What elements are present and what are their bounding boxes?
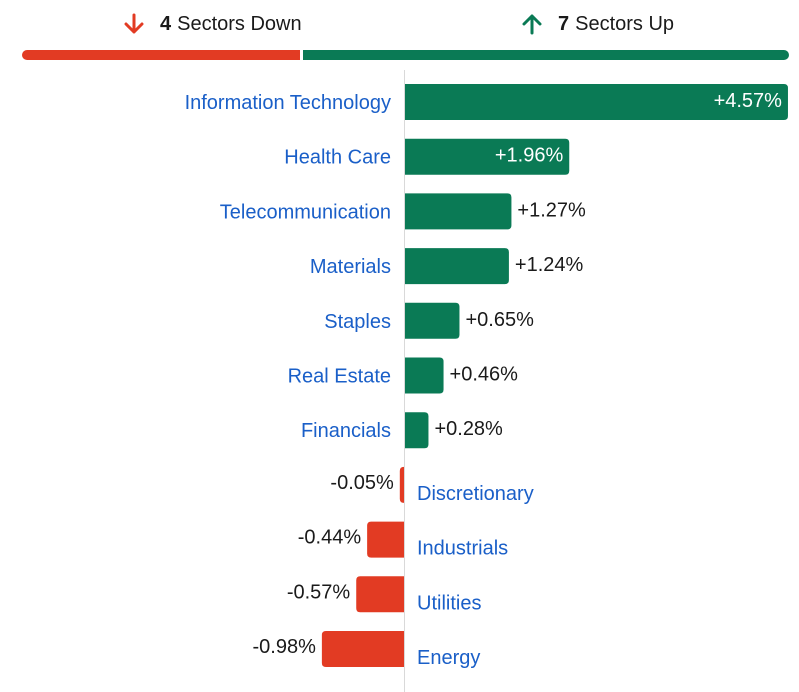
sectors-up-bar: [303, 50, 789, 60]
bar-industrials: [367, 521, 404, 558]
sectors-down-text: Sectors Down: [177, 12, 302, 35]
sector-label[interactable]: Real Estate: [288, 366, 391, 388]
sector-label[interactable]: Financials: [301, 420, 391, 442]
sector-label[interactable]: Discretionary: [417, 483, 534, 505]
value-label: +1.96%: [495, 145, 564, 167]
sectors-up-text: Sectors Up: [575, 12, 675, 35]
bar-telecommunication: [405, 193, 512, 230]
value-label: -0.44%: [298, 527, 362, 549]
value-label: +4.57%: [714, 90, 783, 112]
bar-financials: [405, 412, 429, 449]
sector-balance-bar: [22, 50, 789, 60]
arrow-down-icon: [124, 13, 144, 34]
bar-energy: [321, 631, 404, 667]
sector-label[interactable]: Telecommunication: [220, 201, 391, 223]
sector-label[interactable]: Health Care: [284, 147, 391, 169]
sectors-down-bar: [22, 50, 300, 60]
value-label: +1.24%: [515, 254, 584, 276]
sector-label[interactable]: Materials: [310, 256, 391, 278]
sector-label[interactable]: Information Technology: [185, 92, 391, 114]
sector-label[interactable]: Energy: [417, 647, 480, 669]
bar-utilities: [356, 576, 404, 613]
sector-performance-chart: Information Technology +4.57% Health Care +…: [185, 70, 788, 692]
bar-information-technology: [405, 84, 788, 120]
sectors-down-summary: 4 Sectors Down: [122, 9, 302, 39]
value-label: -0.57%: [287, 581, 351, 603]
sectors-up-count: 7: [558, 12, 570, 35]
value-label: +1.27%: [517, 199, 586, 221]
bar-staples: [405, 302, 460, 339]
bar-discretionary: [399, 466, 404, 503]
sector-summary: 4 Sectors Down 7 Sectors Up: [0, 0, 799, 48]
bar-real-estate: [405, 357, 444, 394]
value-label: -0.98%: [253, 636, 317, 658]
sector-label[interactable]: Utilities: [417, 592, 481, 614]
arrow-up-icon: [522, 14, 542, 35]
value-label: +0.65%: [465, 309, 534, 331]
sector-label[interactable]: Industrials: [417, 538, 508, 560]
sectors-up-summary: 7 Sectors Up: [520, 9, 674, 39]
sectors-down-count: 4: [160, 12, 172, 35]
value-label: -0.05%: [330, 472, 394, 494]
sector-label[interactable]: Staples: [324, 311, 391, 333]
value-label: +0.46%: [450, 364, 519, 386]
value-label: +0.28%: [434, 418, 503, 440]
bar-health-care: [405, 138, 570, 175]
bar-materials: [405, 248, 509, 285]
